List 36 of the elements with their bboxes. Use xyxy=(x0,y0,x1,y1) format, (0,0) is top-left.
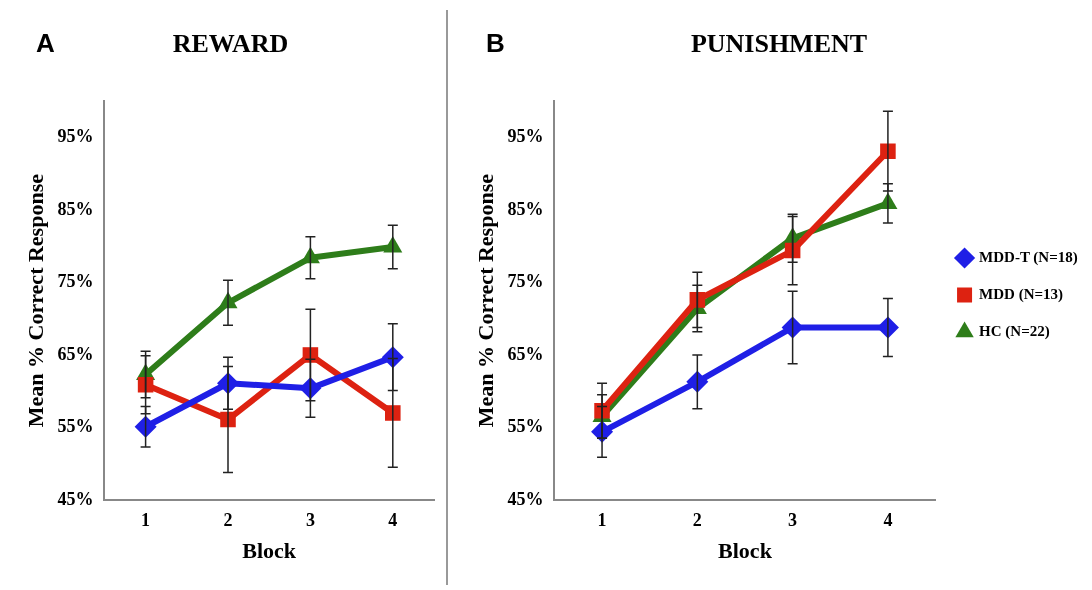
y-tick-label: 55% xyxy=(507,416,544,437)
chart-title: PUNISHMENT xyxy=(690,29,868,59)
x-tick-label: 3 xyxy=(788,510,798,531)
y-tick-label: 75% xyxy=(57,271,94,292)
x-axis-title: Block xyxy=(242,538,297,564)
chart-title: REWARD xyxy=(172,29,289,59)
y-tick-label: 45% xyxy=(507,488,544,509)
point xyxy=(299,377,322,400)
legend-label: MDD-T (N=18) xyxy=(979,248,1078,266)
y-tick-label: 75% xyxy=(507,271,544,292)
text: B xyxy=(486,28,505,59)
x-tick-label: 1 xyxy=(141,510,151,531)
point xyxy=(686,370,709,393)
y-tick-label: 95% xyxy=(57,126,94,147)
point xyxy=(781,316,804,339)
y-tick-label: 85% xyxy=(57,198,94,219)
y-axis-title: Mean % Correct Response xyxy=(472,173,498,428)
x-tick-label: 3 xyxy=(305,510,315,531)
x-tick-label: 4 xyxy=(883,510,893,531)
legend-label: HC (N=22) xyxy=(979,322,1050,340)
x-axis-title: Block xyxy=(718,538,773,564)
x-tick-label: 2 xyxy=(223,510,233,531)
y-tick-label: 85% xyxy=(507,198,544,219)
x-tick-label: 1 xyxy=(597,510,607,531)
y-tick-label: 55% xyxy=(57,416,94,437)
x-tick-label: 4 xyxy=(388,510,398,531)
y-axis-title: Mean % Correct Response xyxy=(22,173,48,428)
y-tick-label: 65% xyxy=(57,343,94,364)
point xyxy=(134,415,157,438)
text: A xyxy=(36,28,55,59)
y-tick-label: 45% xyxy=(57,488,94,509)
point xyxy=(689,292,706,308)
legend-label: MDD (N=13) xyxy=(979,285,1064,303)
x-tick-label: 2 xyxy=(692,510,702,531)
y-tick-label: 95% xyxy=(507,126,544,147)
y-tick-label: 65% xyxy=(507,343,544,364)
